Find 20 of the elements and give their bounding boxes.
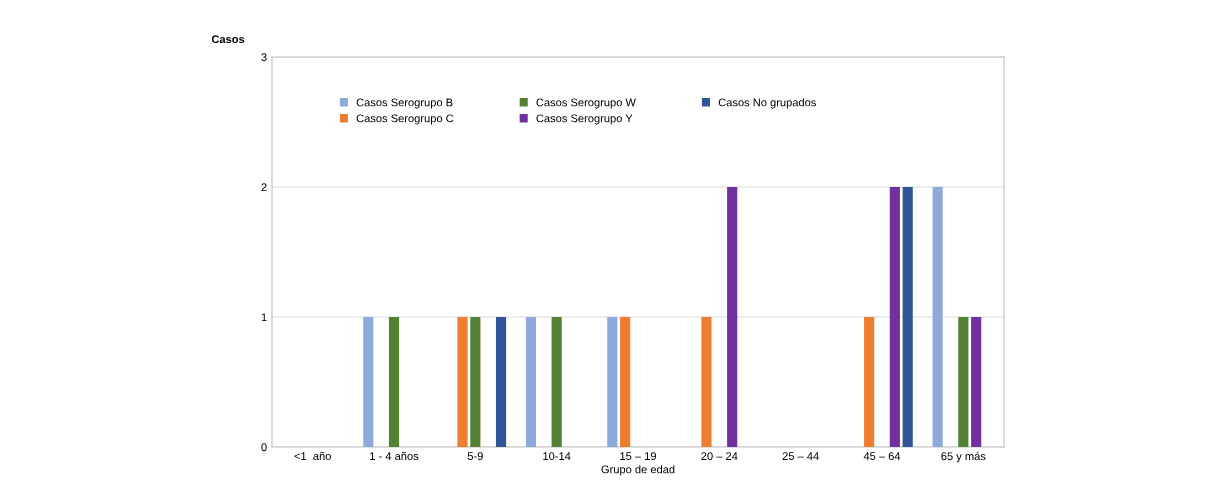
y-tick-label: 0 (261, 443, 267, 452)
x-tick-label: 10-14 (543, 452, 571, 461)
y-axis-title: Casos (211, 35, 245, 44)
legend-label: Casos Serogrupo B (356, 98, 453, 109)
x-tick-label: <1 año (294, 451, 331, 461)
x-tick-label: 15 – 19 (620, 452, 657, 461)
x-tick-label: 20 – 24 (701, 452, 738, 461)
y-tick-label: 2 (261, 183, 267, 192)
y-tick-label: 1 (261, 313, 267, 322)
x-tick-label: 65 y más (941, 451, 986, 463)
y-tick-label: 3 (261, 53, 267, 62)
x-tick-label: 5-9 (467, 452, 483, 461)
legend-label: Casos Serogrupo Y (536, 114, 633, 125)
legend-label: Casos Serogrupo W (536, 98, 636, 109)
x-tick-label: 1 - 4 años (370, 451, 419, 461)
x-axis-title: Grupo de edad (601, 465, 675, 476)
x-tick-label: 45 – 64 (863, 452, 901, 461)
x-tick-label: 25 – 44 (782, 452, 819, 461)
legend-label: Casos Serogrupo C (356, 114, 454, 125)
legend-label: Casos No grupados (718, 98, 816, 109)
